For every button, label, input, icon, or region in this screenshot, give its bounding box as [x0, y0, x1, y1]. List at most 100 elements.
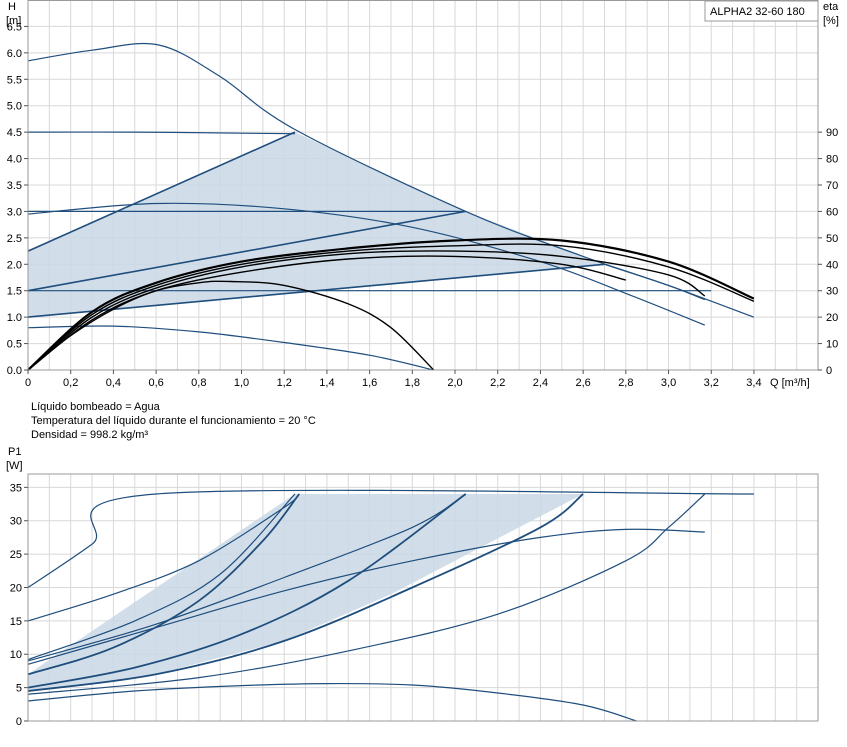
power-y-tick-label: 10 [10, 649, 22, 661]
head-efficiency-chart: 0.0 0.5 1.0 1.5 2.0 2.5 3.0 3.5 4.0 4.5 5.0 5.5 6.0 6… [6, 0, 839, 389]
product-label: ALPHA2 32-60 180 [710, 6, 805, 18]
power-curve-7 [27, 493, 706, 695]
flow-x-tick-label: 2,8 [618, 377, 633, 389]
efficiency-axis-unit: [%] [823, 15, 839, 27]
power-curve-8 [27, 528, 705, 665]
head-y-tick-label: 0.5 [7, 339, 22, 351]
power-curve-0 [27, 489, 754, 588]
flow-x-tick-label: 3,0 [661, 377, 676, 389]
head-curve-4 [27, 131, 296, 252]
efficiency-curve-4 [27, 280, 435, 371]
power-curve-5 [27, 493, 467, 689]
flow-x-tick-label: 3,4 [746, 377, 761, 389]
power-y-tick-label: 20 [10, 582, 22, 594]
info-line-fluid: Líquido bombeado = Agua [31, 401, 161, 413]
head-y-tick-label: 5.0 [7, 101, 22, 113]
head-curve-6 [27, 263, 605, 318]
flow-x-ticks: 0 0,2 0,4 0,6 0,8 1,0 1,2 1,4 1,6 1,8 2,0 2,2 2,4 2,6… [25, 370, 762, 389]
flow-x-tick-label: 0 [25, 377, 31, 389]
head-y-tick-label: 0.0 [7, 365, 22, 377]
head-curve-7 [27, 202, 706, 326]
head-y-tick-label: 5.5 [7, 74, 22, 86]
head-y-tick-label: 1.5 [7, 286, 22, 298]
flow-x-tick-label: 1,4 [319, 377, 334, 389]
power-y-tick-label: 0 [16, 716, 22, 728]
power-curve-2 [27, 493, 296, 661]
head-curve-5 [27, 210, 466, 292]
flow-x-tick-label: 1,6 [362, 377, 377, 389]
flow-x-tick-label: 3,2 [704, 377, 719, 389]
efficiency-y-tick-label: 30 [826, 286, 838, 298]
power-curve-9 [27, 682, 637, 722]
head-y-tick-label: 1.0 [7, 312, 22, 324]
power-y-tick-label: 15 [10, 616, 22, 628]
power-curve-3 [27, 493, 300, 676]
power-y-tick-label: 5 [16, 683, 22, 695]
flow-x-tick-label: 0,2 [63, 377, 78, 389]
flow-x-tick-label: 0,6 [148, 377, 163, 389]
efficiency-y-tick-label: 10 [826, 339, 838, 351]
head-curve-9 [604, 263, 706, 301]
efficiency-curve-1 [27, 243, 755, 371]
flow-x-tick-label: 2,2 [490, 377, 505, 389]
power-curves [27, 489, 754, 722]
head-y-tick-label: 6.5 [7, 21, 22, 33]
head-curve-1 [27, 131, 295, 135]
power-y-ticks: 0 5 10 15 20 25 30 35 [10, 482, 28, 728]
head-y-tick-label: 4.5 [7, 127, 22, 139]
flow-x-tick-label: 2,6 [575, 377, 590, 389]
head-y-tick-label: 6.0 [7, 48, 22, 60]
flow-x-tick-label: 1,0 [234, 377, 249, 389]
power-chart-grid [27, 474, 819, 722]
head-axis-unit: [m] [6, 15, 21, 27]
flow-x-tick-label: 0,4 [106, 377, 121, 389]
head-y-tick-label: 3.0 [7, 206, 22, 218]
info-line-temperature: Temperatura del líquido durante el funci… [31, 415, 316, 427]
power-y-tick-label: 35 [10, 482, 22, 494]
head-y-tick-label: 2.0 [7, 259, 22, 271]
power-curve-4 [27, 493, 467, 662]
power-chart: 0 5 10 15 20 25 30 35 P1 [W] [6, 446, 819, 728]
flow-x-tick-label: 1,8 [405, 377, 420, 389]
efficiency-curves [27, 237, 755, 371]
flow-axis-label: Q [m³/h] [770, 377, 810, 389]
head-curve-8 [27, 325, 434, 371]
power-y-tick-label: 25 [10, 549, 22, 561]
efficiency-y-tick-label: 70 [826, 180, 838, 192]
efficiency-curve-2 [27, 250, 706, 371]
head-y-tick-label: 4.0 [7, 154, 22, 166]
power-operating-area [28, 494, 584, 691]
efficiency-y-tick-label: 20 [826, 312, 838, 324]
product-label-box [704, 0, 819, 22]
power-curve-1 [27, 493, 300, 622]
efficiency-curve-3 [27, 255, 626, 371]
power-curve-6 [27, 493, 584, 692]
fluid-info: Líquido bombeado = Agua Temperatura del … [31, 401, 316, 441]
efficiency-y-tick-label: 0 [826, 365, 832, 377]
efficiency-y-tick-label: 80 [826, 154, 838, 166]
efficiency-axis-label: eta [823, 1, 839, 13]
efficiency-y-tick-label: 60 [826, 206, 838, 218]
head-axis-label: H [8, 1, 16, 13]
flow-x-tick-label: 2,4 [533, 377, 548, 389]
head-chart-grid [27, 0, 819, 371]
flow-x-tick-label: 2,0 [447, 377, 462, 389]
power-chart-frame [27, 473, 819, 722]
head-y-tick-label: 3.5 [7, 180, 22, 192]
efficiency-y-tick-label: 40 [826, 259, 838, 271]
efficiency-curve-0 [27, 237, 755, 371]
head-y-tick-label: 2.5 [7, 233, 22, 245]
flow-x-tick-label: 0,8 [191, 377, 206, 389]
flow-x-tick-label: 1,2 [277, 377, 292, 389]
power-y-tick-label: 30 [10, 516, 22, 528]
power-axis-unit: [W] [6, 460, 23, 472]
efficiency-y-tick-label: 90 [826, 127, 838, 139]
info-line-density: Densidad = 998.2 kg/m³ [31, 429, 148, 441]
head-operating-area [28, 132, 605, 318]
efficiency-y-tick-label: 50 [826, 233, 838, 245]
efficiency-y-ticks: 0 10 20 30 40 50 60 70 80 90 [818, 127, 838, 377]
head-y-ticks: 0.0 0.5 1.0 1.5 2.0 2.5 3.0 3.5 4.0 4.5 5.0 5.5 6.0 6… [7, 21, 28, 377]
head-curves [27, 42, 755, 371]
